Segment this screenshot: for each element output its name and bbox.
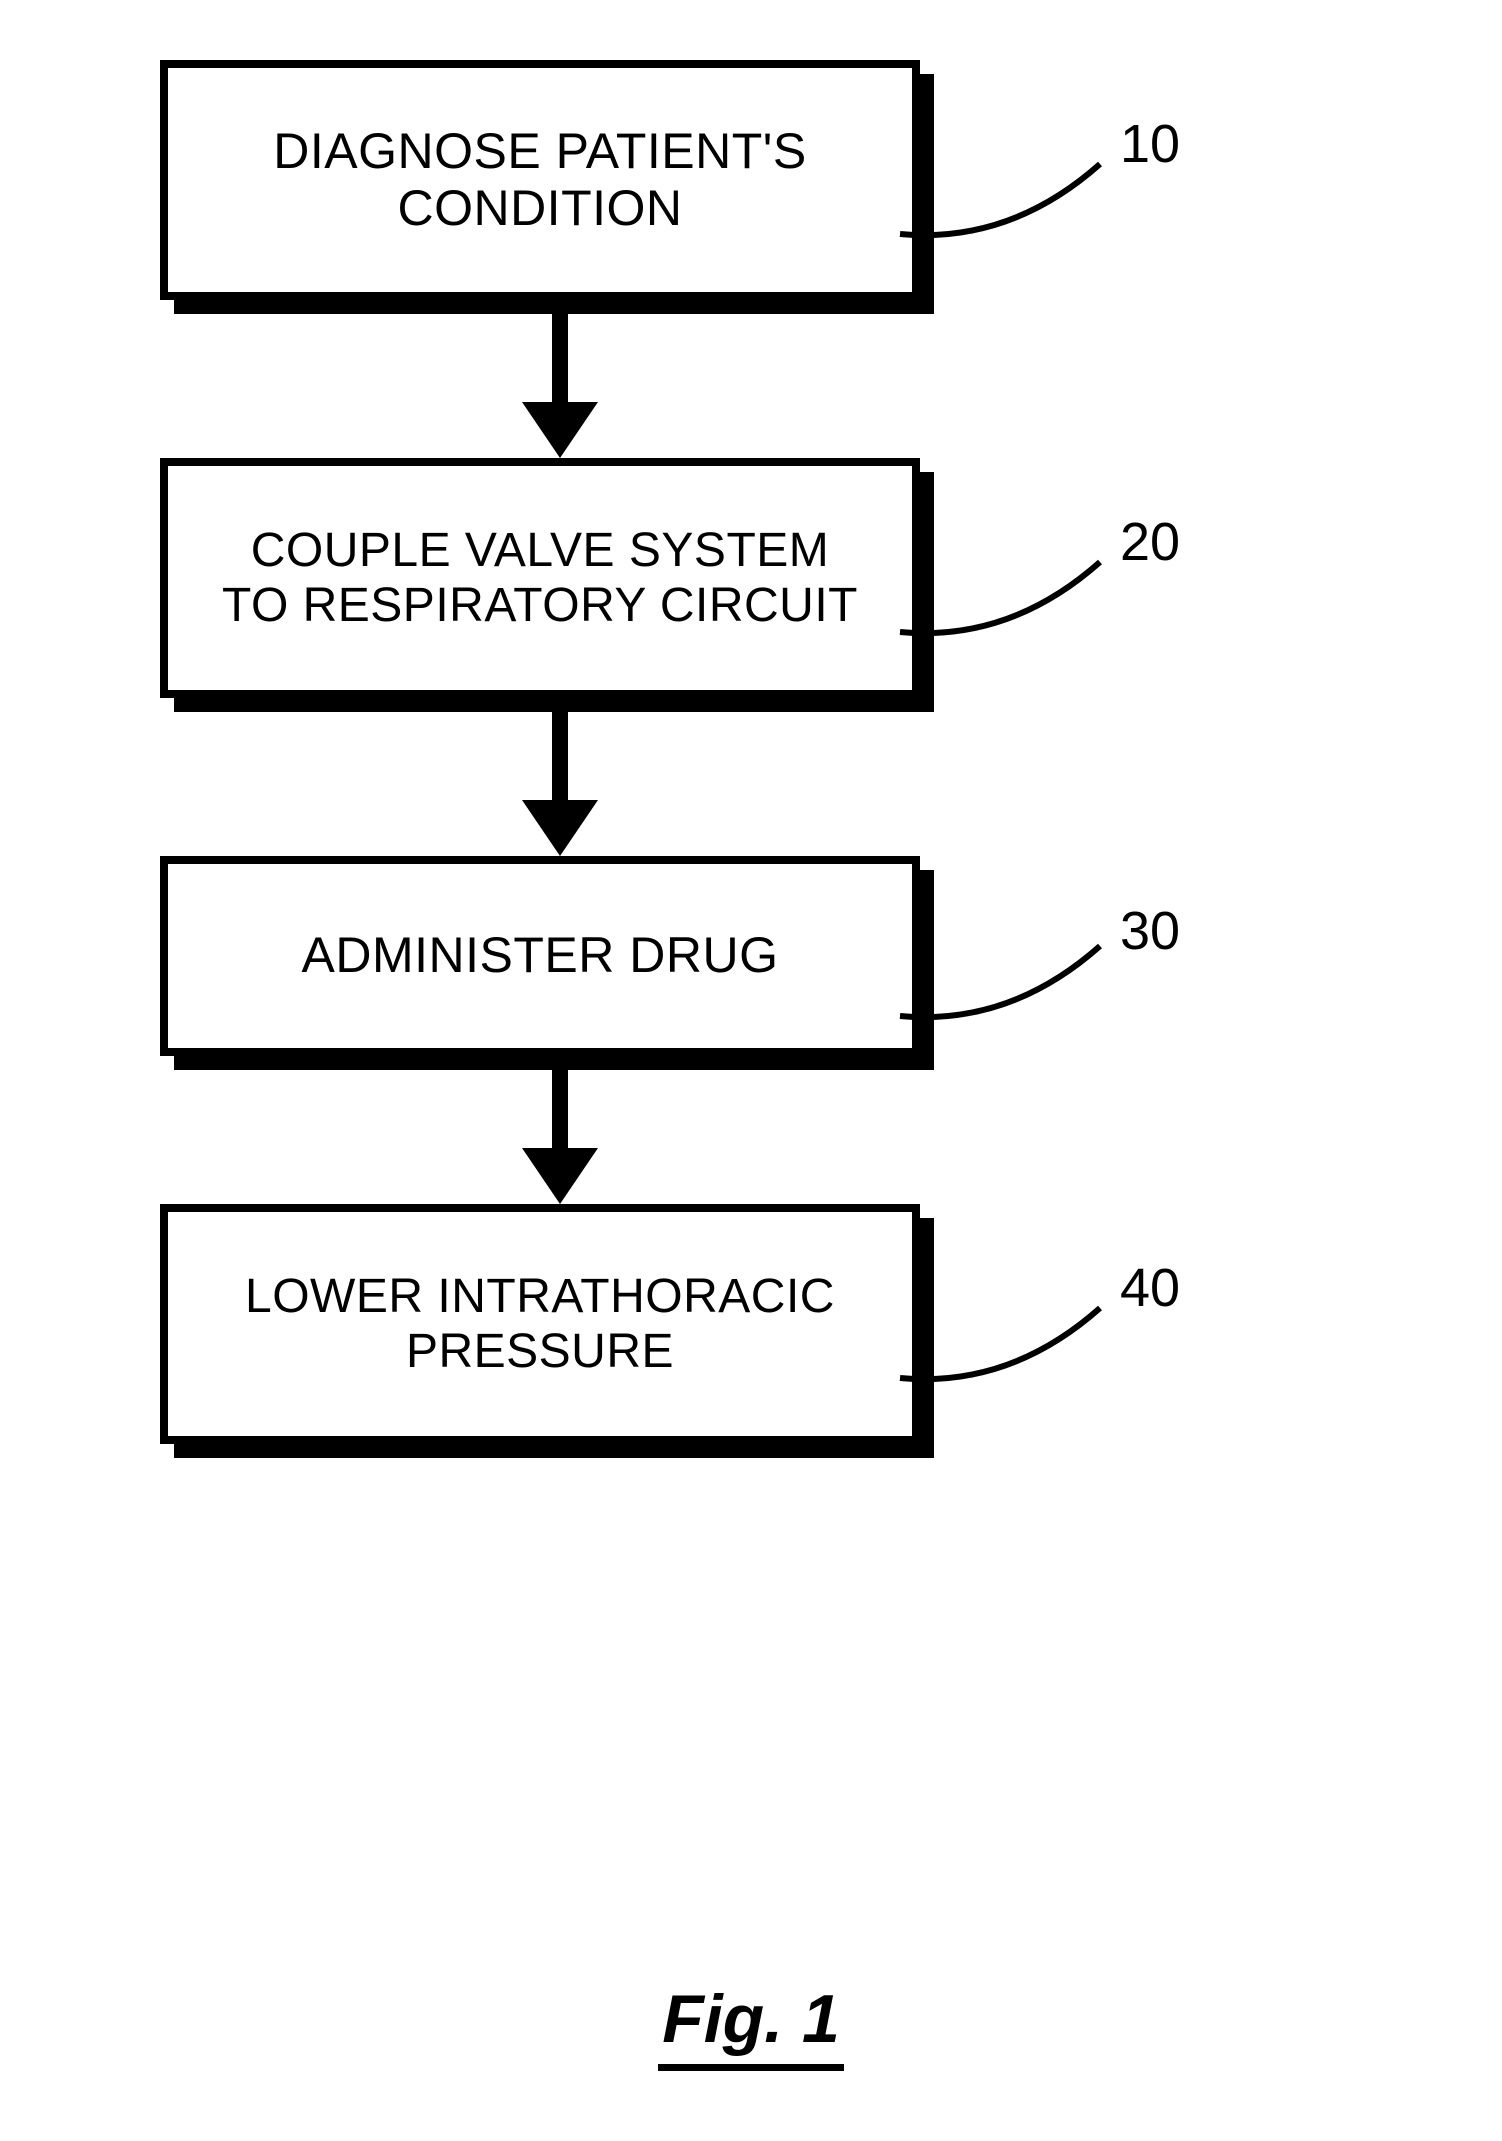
- arrow-head-icon: [522, 1148, 598, 1204]
- figure-caption: Fig. 1: [0, 1980, 1502, 2071]
- ref-label: 10: [1120, 113, 1180, 175]
- box-text: COUPLE VALVE SYSTEM TO RESPIRATORY CIRCU…: [222, 523, 858, 633]
- leader-line: [900, 144, 1120, 264]
- box-text: DIAGNOSE PATIENT'S CONDITION: [273, 123, 806, 238]
- ref-label: 20: [1120, 511, 1180, 573]
- ref-label: 40: [1120, 1257, 1180, 1319]
- flow-arrow: [520, 698, 600, 856]
- ref-label: 30: [1120, 900, 1180, 962]
- flow-node: COUPLE VALVE SYSTEM TO RESPIRATORY CIRCU…: [160, 458, 1340, 698]
- process-box: DIAGNOSE PATIENT'S CONDITION: [160, 60, 920, 300]
- flow-node: ADMINISTER DRUG 30: [160, 856, 1340, 1056]
- arrow-shaft: [552, 1056, 568, 1150]
- arrow-shaft: [552, 300, 568, 404]
- process-box: LOWER INTRATHORACIC PRESSURE: [160, 1204, 920, 1444]
- flow-arrow: [520, 300, 600, 458]
- arrow-shaft: [552, 698, 568, 802]
- flow-node: LOWER INTRATHORACIC PRESSURE 40: [160, 1204, 1340, 1444]
- page: DIAGNOSE PATIENT'S CONDITION 10 COUPLE V…: [0, 0, 1502, 2141]
- arrow-head-icon: [522, 800, 598, 856]
- arrow-head-icon: [522, 402, 598, 458]
- leader-line: [900, 926, 1120, 1046]
- leader-line: [900, 542, 1120, 662]
- box-text: LOWER INTRATHORACIC PRESSURE: [245, 1269, 835, 1379]
- process-box: COUPLE VALVE SYSTEM TO RESPIRATORY CIRCU…: [160, 458, 920, 698]
- process-box: ADMINISTER DRUG: [160, 856, 920, 1056]
- box-text: ADMINISTER DRUG: [302, 927, 779, 985]
- flowchart: DIAGNOSE PATIENT'S CONDITION 10 COUPLE V…: [160, 60, 1340, 1444]
- flow-arrow: [520, 1056, 600, 1204]
- flow-node: DIAGNOSE PATIENT'S CONDITION 10: [160, 60, 1340, 300]
- leader-line: [900, 1288, 1120, 1408]
- caption-text: Fig. 1: [658, 1980, 844, 2071]
